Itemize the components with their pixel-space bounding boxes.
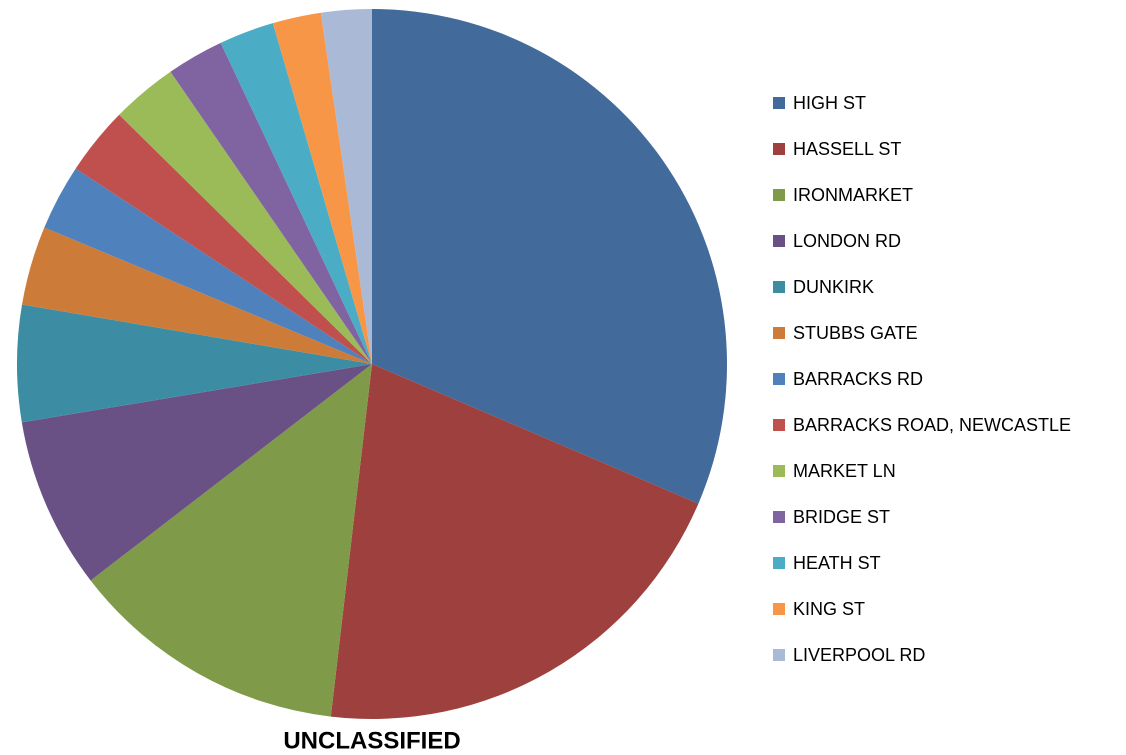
legend-label: MARKET LN xyxy=(793,461,896,481)
pie-slice xyxy=(330,364,699,719)
legend-label: HIGH ST xyxy=(793,93,866,113)
legend-label: KING ST xyxy=(793,599,865,619)
legend-label: HEATH ST xyxy=(793,553,881,573)
legend-label: IRONMARKET xyxy=(793,185,913,205)
legend-swatch xyxy=(773,327,785,339)
legend-label: BARRACKS ROAD, NEWCASTLE xyxy=(793,415,1071,435)
legend-label: LONDON RD xyxy=(793,231,901,251)
pie-slice xyxy=(220,23,372,365)
legend-swatch xyxy=(773,143,785,155)
pie-slice xyxy=(21,364,373,581)
legend-swatch xyxy=(773,603,785,615)
pie-slice xyxy=(90,364,372,717)
legend-swatch xyxy=(773,281,785,293)
legend-swatch xyxy=(773,649,785,661)
pie-slice xyxy=(272,12,372,364)
pie-slice xyxy=(320,9,372,364)
legend-label: DUNKIRK xyxy=(793,277,874,297)
legend-swatch xyxy=(773,465,785,477)
legend-label: LIVERPOOL RD xyxy=(793,645,925,665)
legend-swatch xyxy=(773,235,785,247)
pie-slice xyxy=(170,42,372,365)
pie-slice xyxy=(44,168,373,364)
legend-swatch xyxy=(773,557,785,569)
legend-label: BRIDGE ST xyxy=(793,507,890,527)
legend-label: STUBBS GATE xyxy=(793,323,918,343)
pie-slice xyxy=(75,114,372,364)
legend-swatch xyxy=(773,511,785,523)
pie-slice xyxy=(16,304,373,423)
pie-slice xyxy=(372,9,727,504)
legend-swatch xyxy=(773,419,785,431)
legend-label: HASSELL ST xyxy=(793,139,901,159)
legend-swatch xyxy=(773,97,785,109)
pie-slice xyxy=(119,71,372,364)
legend-swatch xyxy=(773,189,785,201)
legend-swatch xyxy=(773,373,785,385)
legend-label: BARRACKS RD xyxy=(793,369,923,389)
pie-slice xyxy=(22,227,372,364)
chart-title: UNCLASSIFIED xyxy=(283,727,460,754)
